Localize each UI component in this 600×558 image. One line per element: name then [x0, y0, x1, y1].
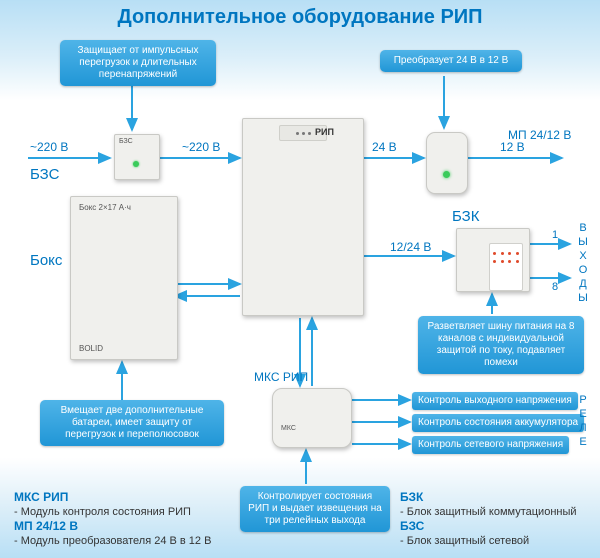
bzs-led-icon — [133, 161, 139, 167]
label-220-left: ~220 В — [30, 140, 68, 154]
label-bzs: БЗС — [30, 168, 59, 182]
legend-right: БЗК- Блок защитный коммутационныйБЗС- Бл… — [400, 490, 590, 548]
device-bzs: БЗС — [114, 134, 160, 180]
callout-mks: Контролирует состояния РИП и выдает изве… — [240, 486, 390, 532]
rip-label: РИП — [315, 127, 334, 137]
callout-boks: Вмещает две дополнительные батареи, имее… — [40, 400, 224, 446]
relay-label-3: Контроль сетевого напряжения — [412, 436, 569, 454]
label-out-1: 1 — [552, 228, 558, 242]
label-1224v: 12/24 В — [390, 240, 431, 254]
device-mks: МКС — [272, 388, 352, 448]
relay-label-1: Контроль выходного напряжения — [412, 392, 578, 410]
device-mp — [426, 132, 468, 194]
callout-mp: Преобразует 24 В в 12 В — [380, 50, 522, 72]
label-bzk: БЗК — [452, 210, 479, 224]
device-rip: РИП — [242, 118, 364, 316]
label-mks: МКС РИП — [254, 370, 308, 384]
label-12v: 12 В — [500, 140, 525, 154]
label-24v: 24 В — [372, 140, 397, 154]
label-outputs-vertical: ВЫХОДЫ — [576, 222, 590, 306]
mks-brand: МКС — [281, 425, 296, 432]
label-220-mid: ~220 В — [182, 140, 220, 154]
label-relay-vertical: РЕЛЕ — [576, 394, 590, 450]
label-out-8: 8 — [552, 280, 558, 294]
device-boks: Бокс 2×17 А·ч BOLID — [70, 196, 178, 360]
callout-bzk: Разветвляет шину питания на 8 каналов с … — [418, 316, 584, 374]
boks-brand: BOLID — [79, 344, 103, 353]
legend-left: МКС РИП- Модуль контроля состояния РИПМП… — [14, 490, 224, 548]
bzk-face — [489, 243, 523, 291]
device-bzk — [456, 228, 530, 292]
boks-label: Бокс 2×17 А·ч — [79, 203, 131, 212]
label-mp: МП 24/12 В — [508, 128, 571, 142]
callout-bzs: Защищает от импульсных перегрузок и длит… — [60, 40, 216, 86]
relay-label-2: Контроль состояния аккумулятора — [412, 414, 584, 432]
mp-led-icon — [443, 171, 450, 178]
label-boks: Бокс — [30, 254, 62, 268]
bzs-brand: БЗС — [119, 138, 133, 145]
